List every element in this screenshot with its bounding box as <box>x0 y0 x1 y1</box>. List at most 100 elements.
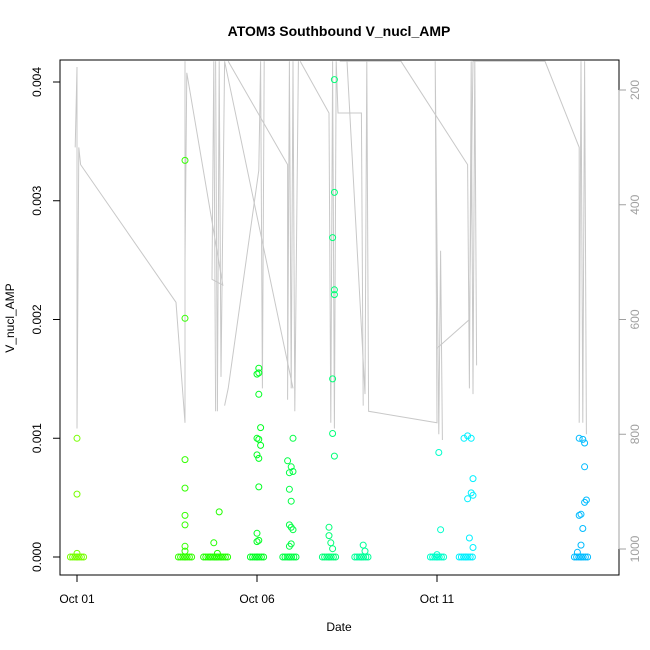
data-point <box>253 451 261 459</box>
data-point <box>283 553 291 561</box>
y-axis: 0.000 0.001 0.002 0.003 0.004 <box>30 67 61 572</box>
data-point <box>217 553 225 561</box>
data-point <box>575 434 583 442</box>
data-point <box>465 534 473 542</box>
data-point <box>468 553 476 561</box>
data-point <box>462 553 470 561</box>
data-point <box>80 553 88 561</box>
data-point <box>181 156 189 164</box>
data-point <box>464 553 472 561</box>
data-point <box>570 553 578 561</box>
data-point <box>579 553 587 561</box>
data-point <box>215 553 223 561</box>
depth-trace-line <box>74 61 186 429</box>
data-point <box>581 463 589 471</box>
data-point <box>75 553 83 561</box>
y-axis-label: V_nucl_AMP <box>3 283 17 352</box>
data-point <box>575 511 583 519</box>
depth-trace-line <box>224 61 265 406</box>
data-point <box>255 553 263 561</box>
data-point <box>255 536 263 544</box>
data-point <box>188 553 196 561</box>
data-point <box>290 553 298 561</box>
data-point <box>581 553 589 561</box>
y-tick-label: 0.004 <box>30 67 44 97</box>
x-tick-label: Oct 06 <box>239 592 275 606</box>
data-point <box>429 553 437 561</box>
data-point <box>183 553 191 561</box>
data-point <box>255 483 263 491</box>
data-point <box>255 435 263 443</box>
data-point <box>284 457 292 465</box>
data-point <box>323 553 331 561</box>
data-point <box>71 553 79 561</box>
data-point <box>469 491 477 499</box>
data-point <box>575 553 583 561</box>
data-point <box>213 553 221 561</box>
data-point <box>579 435 587 443</box>
x-axis: Oct 01 Oct 06 Oct 11 <box>59 574 455 606</box>
y-tick-label: 0.001 <box>30 423 44 453</box>
x-tick-label: Oct 01 <box>59 592 95 606</box>
data-point <box>246 553 254 561</box>
data-point <box>329 375 337 383</box>
data-point <box>210 553 218 561</box>
y-tick-label: 0.003 <box>30 185 44 215</box>
data-point <box>329 545 337 553</box>
data-point <box>181 314 189 322</box>
data-point <box>357 553 365 561</box>
data-point <box>253 434 261 442</box>
data-point <box>361 547 369 555</box>
data-point <box>327 553 335 561</box>
data-point <box>77 553 85 561</box>
data-point <box>181 521 189 529</box>
data-point <box>285 553 293 561</box>
secondary-y-tick-label: 400 <box>628 194 642 214</box>
data-point <box>577 541 585 549</box>
depth-trace-line <box>227 61 299 412</box>
data-point <box>260 553 268 561</box>
data-point <box>457 553 465 561</box>
data-point <box>464 432 472 440</box>
data-point <box>174 553 182 561</box>
data-point <box>581 498 589 506</box>
data-point <box>251 553 259 561</box>
x-tick-label: Oct 11 <box>420 592 455 606</box>
data-point <box>253 553 261 561</box>
depth-trace-line <box>339 60 478 395</box>
data-point <box>279 553 287 561</box>
data-point <box>329 234 337 242</box>
depth-trace-line <box>215 61 294 412</box>
depth-trace-line <box>299 61 364 429</box>
data-point <box>288 553 296 561</box>
data-point <box>285 469 293 477</box>
data-point <box>253 529 261 537</box>
data-point <box>437 553 445 561</box>
data-point <box>325 553 333 561</box>
data-point <box>329 430 337 437</box>
data-point <box>359 541 367 549</box>
data-point <box>287 540 295 548</box>
data-point <box>437 526 445 534</box>
data-point <box>351 553 359 561</box>
secondary-y-tick-label: 200 <box>628 80 642 100</box>
data-point <box>577 510 585 518</box>
data-point <box>355 553 363 561</box>
data-point <box>257 553 265 561</box>
data-point <box>257 441 265 449</box>
plot-frame <box>59 59 620 576</box>
data-point <box>460 434 468 442</box>
data-point <box>467 434 475 442</box>
data-point <box>440 553 448 561</box>
data-point <box>253 370 261 378</box>
data-point <box>255 390 263 398</box>
data-point <box>330 188 338 196</box>
data-point <box>330 286 338 294</box>
data-point <box>466 553 474 561</box>
secondary-y-tick-label: 600 <box>628 309 642 329</box>
data-point <box>332 553 340 561</box>
data-point <box>210 539 218 547</box>
data-point <box>579 525 587 532</box>
data-point <box>435 449 443 456</box>
data-point <box>66 553 74 561</box>
